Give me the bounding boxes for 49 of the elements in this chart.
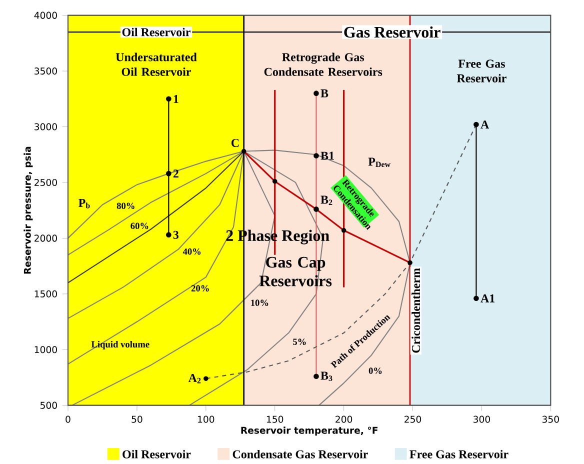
annotation: 2 (173, 170, 178, 178)
x-tick-label: 200 (336, 416, 352, 423)
x-tick-label: 300 (474, 416, 490, 423)
annotation: 80% (116, 202, 134, 210)
annotation: B$_{2}$ (320, 196, 332, 205)
y-tick-label: 1500 (34, 290, 57, 298)
y-tick-label: 3500 (34, 68, 57, 75)
annotation: 0% (368, 368, 382, 374)
x-tick-label: 150 (266, 416, 284, 423)
annotation: B$_{3}$ (320, 372, 332, 382)
annotation: Undersaturated Oil Reservoir (116, 52, 197, 76)
annotation: 10% (251, 300, 268, 306)
annotation: 60% (130, 222, 148, 230)
annotation: 40% (182, 248, 201, 255)
y-tick-label: 3000 (34, 123, 57, 130)
annotation: P$_{Dew}$ (368, 158, 391, 168)
y-tick-label: 2500 (34, 178, 57, 186)
legend-label: Condensate Gas Reservoir (232, 450, 368, 458)
x-tick-label: 0 (66, 416, 70, 423)
annotation: 1 (174, 94, 178, 103)
annotation: Free Gas Reservoir (456, 60, 506, 82)
x-tick-label: 350 (542, 416, 559, 423)
y-tick-label: 4000 (34, 12, 57, 19)
y-tick-label: 1000 (34, 346, 57, 354)
annotation: P$_{b}$ (78, 198, 90, 208)
annotation: Oil Reservoir (122, 28, 190, 36)
annotation: Retrograde Gas Condensate Reservoirs (264, 52, 382, 76)
x-tick-label: 100 (198, 416, 214, 423)
annotation: Gas Reservoir (344, 26, 440, 38)
annotation: Liquid volume (91, 340, 150, 350)
annotation: C (231, 138, 239, 148)
y-tick-label: 500 (40, 402, 57, 409)
legend-label: Oil Reservoir (122, 450, 191, 458)
x-tick-label: 250 (404, 416, 422, 423)
x-tick-label: 50 (132, 416, 142, 423)
x-axis-title: Reservoir temperature, °F (241, 426, 378, 436)
annotation: Gas Cap Reservoirs (259, 256, 332, 286)
annotation: A1 (480, 294, 495, 302)
annotation: A$_{2}$ (188, 374, 201, 384)
annotation: B1 (320, 152, 334, 160)
annotation: 20% (191, 285, 209, 292)
ref-line-label: Cricondentherm (412, 268, 420, 353)
annotation: 3 (173, 230, 179, 239)
y-tick-label: 2000 (34, 234, 57, 242)
annotation: 5% (293, 338, 306, 345)
annotation: A (480, 120, 490, 128)
annotation: B (320, 89, 328, 98)
legend-label: Free Gas Reservoir (410, 450, 508, 458)
y-axis-title: Reservoir pressure, psia (24, 146, 33, 274)
